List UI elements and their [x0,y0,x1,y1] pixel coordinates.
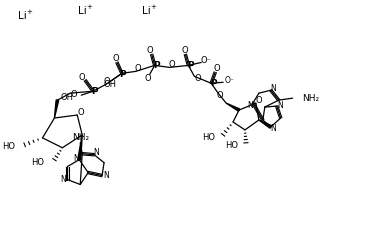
Text: OH: OH [104,80,116,89]
Text: N: N [247,101,253,110]
Text: O: O [256,96,262,105]
Text: O: O [147,46,153,55]
Text: N: N [103,171,109,180]
Text: P: P [187,61,194,70]
Text: NH₂: NH₂ [302,94,320,103]
Text: N: N [270,124,276,133]
Text: P: P [91,87,98,96]
Text: O: O [104,77,110,86]
Text: O: O [144,74,151,83]
Text: HO: HO [225,141,238,150]
Text: +: + [86,4,92,10]
Text: O⁻: O⁻ [224,76,234,85]
Text: NH₂: NH₂ [72,133,89,142]
Text: Li: Li [18,11,27,21]
Text: O: O [134,64,141,73]
Text: HO: HO [32,158,45,167]
Text: N: N [93,148,99,157]
Text: N: N [270,84,276,93]
Text: N: N [73,154,79,163]
Polygon shape [55,100,59,118]
Text: O: O [78,108,85,117]
Text: O: O [168,60,175,69]
Text: P: P [153,61,160,70]
Text: O: O [217,91,223,100]
Text: O: O [181,46,188,55]
Text: P: P [119,70,126,79]
Text: HO: HO [202,133,215,142]
Text: Li: Li [142,6,151,16]
Text: +: + [151,4,157,10]
Text: N: N [277,101,283,110]
Text: O⁻: O⁻ [201,56,212,65]
Polygon shape [259,120,272,128]
Text: N: N [60,175,66,184]
Polygon shape [78,135,82,160]
Polygon shape [226,103,240,111]
Text: O: O [214,64,220,73]
Text: HO: HO [2,142,15,151]
Text: O: O [71,90,78,99]
Text: OH: OH [60,93,73,102]
Text: P: P [210,79,217,88]
Text: O: O [79,73,86,82]
Text: Li: Li [78,6,86,16]
Text: O: O [194,74,201,83]
Text: O: O [113,54,119,63]
Text: +: + [27,9,33,15]
